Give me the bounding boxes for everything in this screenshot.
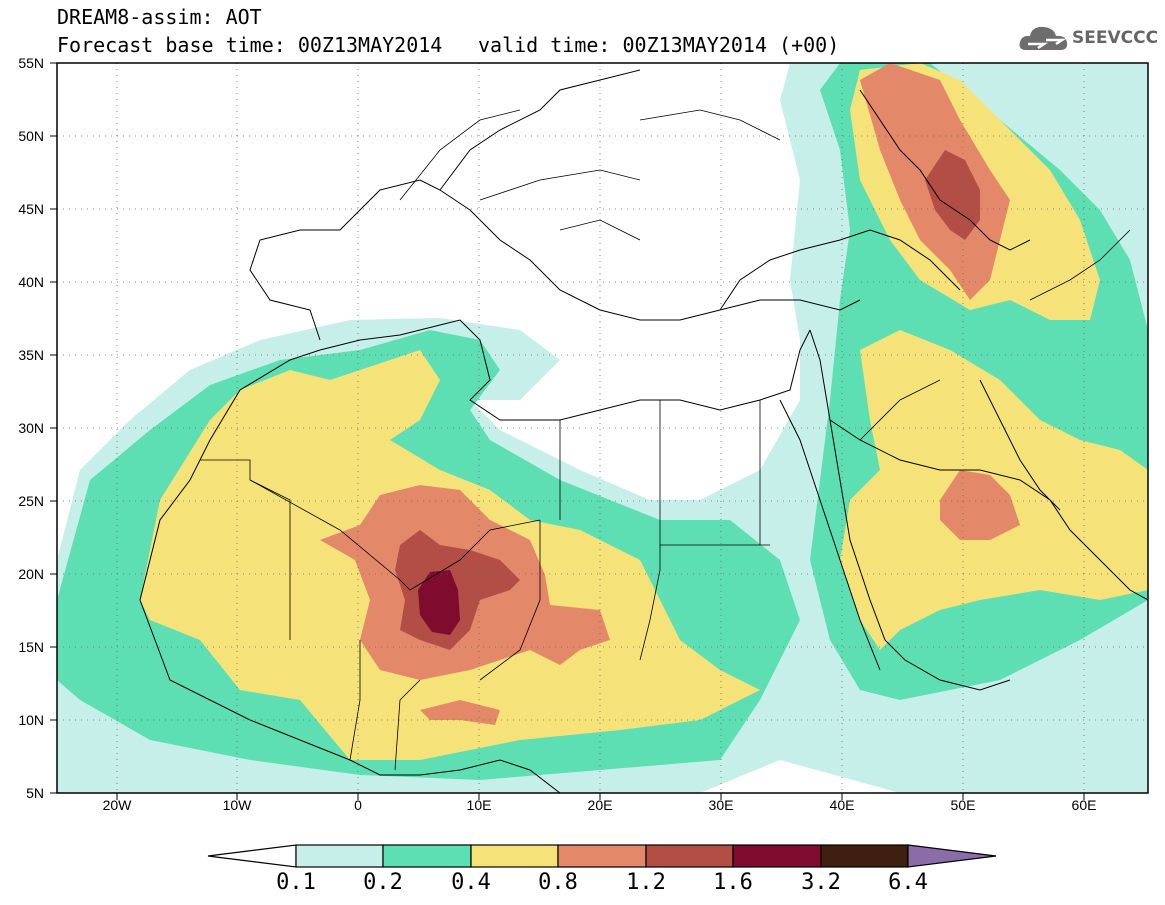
colorbar-swatch [820,844,909,868]
lon-label: 10E [466,797,492,813]
colorbar-swatch [557,844,647,868]
colorbar-label: 0.8 [538,870,578,895]
lon-label: 60E [1071,797,1097,813]
aot-map [50,62,1149,800]
seevccc-logo: SEEVCCC [1018,22,1158,58]
coastlines [139,69,1148,793]
lat-label: 40N [18,274,44,290]
lat-label: 50N [18,128,44,144]
chart-title-line2: Forecast base time: 00Z13MAY2014 [57,33,443,57]
colorbar-swatch [645,844,734,868]
logo-text: SEEVCCC [1072,28,1159,48]
colorbar-min-arrow [207,844,297,868]
colorbar-label: 3.2 [801,870,841,895]
lon-label: 40E [829,797,855,813]
lat-label: 55N [18,55,44,71]
colorbar-label: 1.2 [626,870,666,895]
lat-label: 35N [18,347,44,363]
lat-label: 15N [18,639,44,655]
lon-label: 0 [354,797,362,813]
colorbar-swatch [470,844,559,868]
colorbar-label: 0.1 [276,870,316,895]
colorbar-label: 0.2 [363,870,403,895]
lat-label: 25N [18,493,44,509]
colorbar-max-arrow [907,844,997,868]
lon-label: 20W [102,797,132,813]
lat-label: 30N [18,420,44,436]
colorbar-swatch [295,844,384,868]
lon-label: 10W [222,797,252,813]
chart-title-line1: DREAM8-assim: AOT [57,5,262,29]
lon-label: 30E [708,797,734,813]
lon-label: 50E [950,797,976,813]
cloud-icon [1019,26,1068,50]
lat-label: 5N [26,785,44,801]
colorbar-label: 6.4 [888,870,928,895]
aot-level-1.6 [418,570,460,635]
lon-label: 20E [587,797,613,813]
axis-ticks [50,62,1085,800]
lat-label: 45N [18,201,44,217]
colorbar-swatch [732,844,822,868]
lat-label: 10N [18,712,44,728]
valid-time: valid time: 00Z13MAY2014 (+00) [478,33,840,57]
colorbar-swatch [382,844,472,868]
country-borders [200,109,1131,771]
lat-label: 20N [18,566,44,582]
colorbar-label: 1.6 [713,870,753,895]
colorbar-label: 0.4 [451,870,491,895]
